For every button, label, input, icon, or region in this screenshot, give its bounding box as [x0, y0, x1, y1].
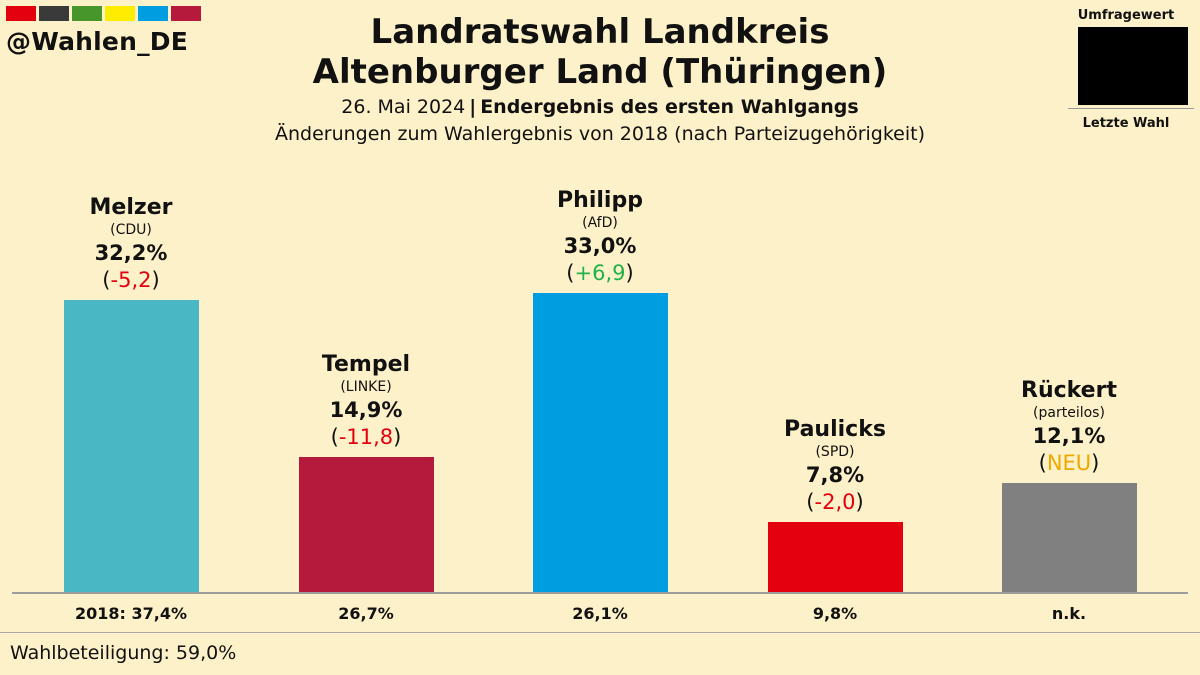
- bar-1-value-label: 14,9%: [329, 398, 403, 423]
- bar-0-candidate-name: Melzer: [89, 194, 173, 220]
- bar-3-label: Paulicks (SPD) 7,8% (-2,0): [735, 417, 935, 516]
- bar-2-change-value: +6,9: [574, 260, 626, 285]
- bar-2: [532, 292, 668, 593]
- result-stage: Endergebnis des ersten Wahlgangs: [480, 96, 859, 118]
- election-date: 26. Mai 2024: [341, 96, 466, 118]
- bar-4-value-label: 12,1%: [1032, 423, 1106, 448]
- footer-divider: [0, 632, 1200, 633]
- date-line: 26. Mai 2024 | Endergebnis des ersten Wahl…: [250, 96, 950, 118]
- date-separator: |: [469, 96, 477, 118]
- bar-2-change-label: (+6,9): [566, 260, 634, 285]
- bar-0-change-label: (-5,2): [102, 267, 160, 292]
- bar-0-previous-result: 2018: 37,4%: [74, 604, 187, 623]
- bar-0: [63, 299, 199, 593]
- bar-1: [298, 457, 434, 593]
- bar-3-change-label: (-2,0): [806, 490, 864, 515]
- turnout-label: Wahlbeteiligung: 59,0%: [10, 642, 237, 664]
- legend-top-label: Umfragewert: [1077, 8, 1175, 23]
- bar-4-change-label: (NEU): [1038, 450, 1100, 475]
- bar-3-party: (SPD): [815, 444, 855, 461]
- brand-swatch-5: [171, 6, 201, 21]
- bar-4-previous-result: n.k.: [1051, 604, 1087, 623]
- title-line-1: Landratswahl Landkreis: [370, 12, 830, 52]
- bar-3-change-value: -2,0: [814, 490, 856, 515]
- bar-0-value-label: 32,2%: [94, 240, 168, 265]
- bar-0-label: Melzer (CDU) 32,2% (-5,2): [31, 195, 231, 294]
- brand-swatch-3: [105, 6, 135, 21]
- bar-0-party: (CDU): [110, 221, 152, 238]
- brand-swatch-0: [6, 6, 36, 21]
- bar-2-party: (AfD): [582, 214, 618, 231]
- bar-1-change-value: -11,8: [338, 425, 394, 450]
- bar-1-candidate-name: Tempel: [321, 352, 411, 378]
- legend-bottom-label: Letzte Wahl: [1082, 116, 1170, 131]
- bar-3-value-label: 7,8%: [805, 463, 865, 488]
- bar-1-previous-result: 26,7%: [338, 604, 394, 623]
- brand-swatch-4: [138, 6, 168, 21]
- bar-4-party: (parteilos): [1033, 404, 1105, 421]
- legend-divider: [1068, 108, 1194, 109]
- brand-color-swatches: [6, 6, 201, 21]
- bar-2-previous-result: 26,1%: [572, 604, 628, 623]
- bar-3-candidate-name: Paulicks: [784, 417, 886, 443]
- bar-0-change-value: -5,2: [110, 267, 152, 292]
- legend-swatch: [1078, 27, 1188, 105]
- brand-swatch-2: [72, 6, 102, 21]
- chart-title: Landratswahl Landkreis Altenburger Land …: [280, 12, 920, 92]
- bar-2-value-label: 33,0%: [563, 233, 637, 258]
- bar-1-label: Tempel (LINKE) 14,9% (-11,8): [266, 352, 466, 451]
- bar-4-candidate-name: Rückert: [1021, 377, 1117, 403]
- bar-4: [1001, 482, 1137, 593]
- bar-4-label: Rückert (parteilos) 12,1% (NEU): [969, 378, 1169, 477]
- bar-4-change-value: NEU: [1046, 450, 1092, 475]
- bar-2-label: Philipp (AfD) 33,0% (+6,9): [500, 188, 700, 287]
- chart-subtitle: Änderungen zum Wahlergebnis von 2018 (na…: [274, 123, 926, 145]
- x-axis-baseline: [12, 592, 1188, 594]
- bar-1-party: (LINKE): [340, 379, 392, 396]
- title-line-2: Altenburger Land (Thüringen): [312, 52, 888, 92]
- bar-1-change-label: (-11,8): [330, 425, 402, 450]
- bar-3-previous-result: 9,8%: [812, 604, 858, 623]
- bar-2-candidate-name: Philipp: [557, 187, 643, 213]
- brand-swatch-1: [39, 6, 69, 21]
- brand-handle: @Wahlen_DE: [6, 27, 189, 56]
- bar-3: [767, 522, 903, 593]
